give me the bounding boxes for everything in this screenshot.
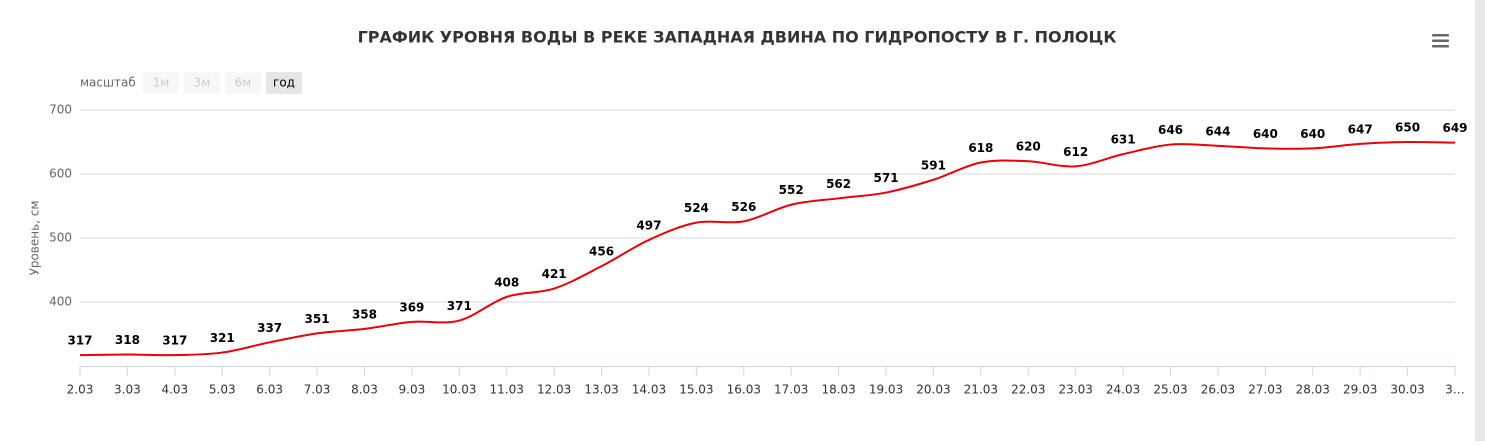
- x-tick-label: 19.03: [869, 383, 903, 397]
- menu-bar[interactable]: [1432, 39, 1449, 43]
- data-label: 456: [589, 245, 614, 259]
- data-label: 649: [1442, 121, 1467, 135]
- data-label: 318: [115, 333, 140, 347]
- x-tick-label: 29.03: [1343, 383, 1377, 397]
- x-tick-label: 28.03: [1296, 383, 1330, 397]
- x-tick-label: 3.03: [114, 383, 141, 397]
- range-button-label[interactable]: 6м: [235, 76, 252, 90]
- y-tick-label: 700: [49, 103, 72, 117]
- data-label: 646: [1158, 123, 1183, 137]
- menu-button[interactable]: [1432, 34, 1449, 48]
- data-label: 640: [1300, 127, 1325, 141]
- scrollbar: [1475, 0, 1485, 441]
- data-label: 497: [636, 218, 661, 232]
- data-label: 351: [305, 312, 330, 326]
- range-button-label[interactable]: год: [273, 76, 295, 90]
- data-label: 650: [1395, 121, 1420, 135]
- x-tick-label: 30.03: [1390, 383, 1424, 397]
- x-tick-label: 25.03: [1153, 383, 1187, 397]
- x-tick-label: 16.03: [727, 383, 761, 397]
- x-tick-label: 11.03: [490, 383, 524, 397]
- range-button[interactable]: [143, 72, 179, 94]
- x-tick-label: 27.03: [1248, 383, 1282, 397]
- x-tick-label: 4.03: [161, 383, 188, 397]
- data-label: 591: [921, 158, 946, 172]
- x-tick-label: 10.03: [442, 383, 476, 397]
- data-label: 337: [257, 321, 282, 335]
- y-tick-label: 500: [49, 231, 72, 245]
- x-tick-label: 26.03: [1201, 383, 1235, 397]
- data-label: 371: [447, 299, 472, 313]
- range-label: масштаб: [80, 76, 136, 90]
- range-button-label[interactable]: 1м: [153, 76, 170, 90]
- data-label: 620: [1016, 140, 1041, 154]
- x-tick-label: 23.03: [1059, 383, 1093, 397]
- data-label: 524: [684, 201, 709, 215]
- data-label: 317: [67, 334, 92, 348]
- x-tick-label: 15.03: [679, 383, 713, 397]
- data-label: 571: [874, 171, 899, 185]
- data-label: 612: [1063, 145, 1088, 159]
- data-label: 644: [1205, 124, 1230, 138]
- menu-bar[interactable]: [1432, 45, 1449, 48]
- range-button-label[interactable]: 3м: [194, 76, 211, 90]
- data-label: 618: [968, 141, 993, 155]
- x-tick-label: 22.03: [1011, 383, 1045, 397]
- x-tick-label: 13.03: [584, 383, 618, 397]
- x-tick-label: 7.03: [304, 383, 331, 397]
- line: [79, 140, 1456, 357]
- x-tick-label: 9.03: [399, 383, 426, 397]
- data-label: 631: [1111, 133, 1136, 147]
- data-label: 562: [826, 177, 851, 191]
- data-label: 408: [494, 275, 519, 289]
- data-label: 526: [731, 200, 756, 214]
- x-tick-label: 8.03: [351, 383, 378, 397]
- menu-bar[interactable]: [1432, 34, 1449, 37]
- x-tick-label: 12.03: [537, 383, 571, 397]
- chart-title: ГРАФИК УРОВНЯ ВОДЫ В РЕКЕ ЗАПАДНАЯ ДВИНА…: [358, 28, 1117, 47]
- range-button[interactable]: [266, 72, 302, 94]
- range-button[interactable]: [184, 72, 220, 94]
- x-tick-label: 2.03: [67, 383, 94, 397]
- x-tick-label: 3…: [1445, 383, 1465, 397]
- data-label: 358: [352, 307, 377, 321]
- y-axis-title: Уровень, см: [28, 201, 42, 276]
- x-tick-label: 21.03: [964, 383, 998, 397]
- x-tick-label: 6.03: [256, 383, 283, 397]
- range-button[interactable]: [225, 72, 261, 94]
- x-tick-label: 5.03: [209, 383, 236, 397]
- data-label: 640: [1253, 127, 1278, 141]
- x-tick-label: 24.03: [1106, 383, 1140, 397]
- x-tick-label: 20.03: [916, 383, 950, 397]
- y-tick-label: 400: [49, 295, 72, 309]
- data-label: 421: [542, 267, 567, 281]
- x-tick-label: 18.03: [821, 383, 855, 397]
- x-tick-label: 17.03: [774, 383, 808, 397]
- data-label: 647: [1348, 122, 1373, 136]
- data-label: 369: [399, 300, 424, 314]
- data-label: 317: [162, 334, 187, 348]
- data-label: 321: [210, 331, 235, 345]
- x-tick-label: 14.03: [632, 383, 666, 397]
- y-tick-label: 600: [49, 167, 72, 181]
- data-label: 552: [779, 183, 804, 197]
